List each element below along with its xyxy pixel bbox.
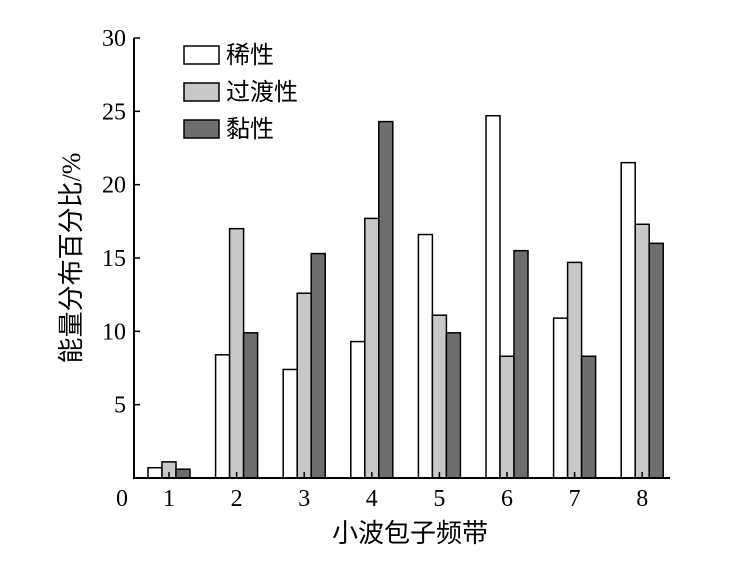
legend-label-series2: 过渡性 bbox=[226, 79, 298, 106]
bar-series1-cat-4 bbox=[350, 340, 366, 479]
bar-series1-cat-5 bbox=[417, 233, 434, 479]
y-tick-label: 20 bbox=[102, 173, 126, 199]
bar-series3-cat-2 bbox=[242, 332, 259, 479]
y-axis-label: 能量分布百分比/% bbox=[57, 153, 86, 364]
bar-series3-cat-4 bbox=[378, 120, 394, 479]
bar-series2-cat-2 bbox=[228, 227, 245, 479]
x-tick-label: 5 bbox=[433, 486, 445, 512]
bar-series1-cat-1 bbox=[147, 466, 163, 479]
origin-label: 0 bbox=[116, 486, 128, 512]
legend-swatch-series1 bbox=[183, 45, 220, 65]
bar-series1-cat-7 bbox=[552, 317, 569, 479]
x-tick-label: 2 bbox=[231, 486, 243, 512]
y-tick-label: 30 bbox=[102, 26, 126, 52]
x-tick-label: 3 bbox=[298, 486, 310, 512]
bar-series2-cat-7 bbox=[566, 261, 583, 479]
y-tick-label: 25 bbox=[102, 99, 126, 125]
bar-series3-cat-8 bbox=[648, 242, 664, 479]
bar-series1-cat-6 bbox=[485, 114, 501, 479]
legend-swatch-series3 bbox=[183, 119, 220, 139]
x-tick-label: 6 bbox=[501, 486, 513, 512]
legend-label-series1: 稀性 bbox=[226, 42, 274, 69]
bar-series2-cat-8 bbox=[634, 223, 650, 479]
bar-series3-cat-7 bbox=[580, 355, 597, 479]
ticks-group: 5 10 15 20 25 30 1 2 3 4 5 6 7 8 bbox=[102, 26, 648, 512]
x-tick-label: 7 bbox=[569, 486, 581, 512]
y-tick-label: 15 bbox=[102, 246, 126, 272]
bar-series3-cat-3 bbox=[310, 252, 326, 479]
x-axis-label: 小波包子频带 bbox=[332, 519, 488, 548]
y-tick-label: 10 bbox=[102, 319, 126, 345]
legend-swatch-series2 bbox=[183, 82, 220, 102]
x-tick-label: 1 bbox=[163, 486, 175, 512]
bar-series2-cat-3 bbox=[296, 292, 312, 479]
bar-series3-cat-1 bbox=[175, 468, 191, 479]
x-tick-label: 8 bbox=[636, 486, 648, 512]
bar-series2-cat-4 bbox=[364, 217, 380, 479]
y-tick-label: 5 bbox=[114, 393, 126, 419]
legend-label-series3: 黏性 bbox=[226, 116, 274, 143]
bar-series2-cat-5 bbox=[431, 314, 448, 479]
bar-series3-cat-6 bbox=[513, 249, 529, 479]
bar-series2-cat-6 bbox=[499, 355, 515, 479]
bar-series1-cat-2 bbox=[214, 354, 231, 479]
bar-series3-cat-5 bbox=[445, 332, 462, 479]
bars-group bbox=[147, 114, 664, 479]
bar-series1-cat-3 bbox=[282, 368, 298, 479]
x-tick-label: 4 bbox=[366, 486, 378, 512]
bar-series1-cat-8 bbox=[620, 161, 636, 479]
